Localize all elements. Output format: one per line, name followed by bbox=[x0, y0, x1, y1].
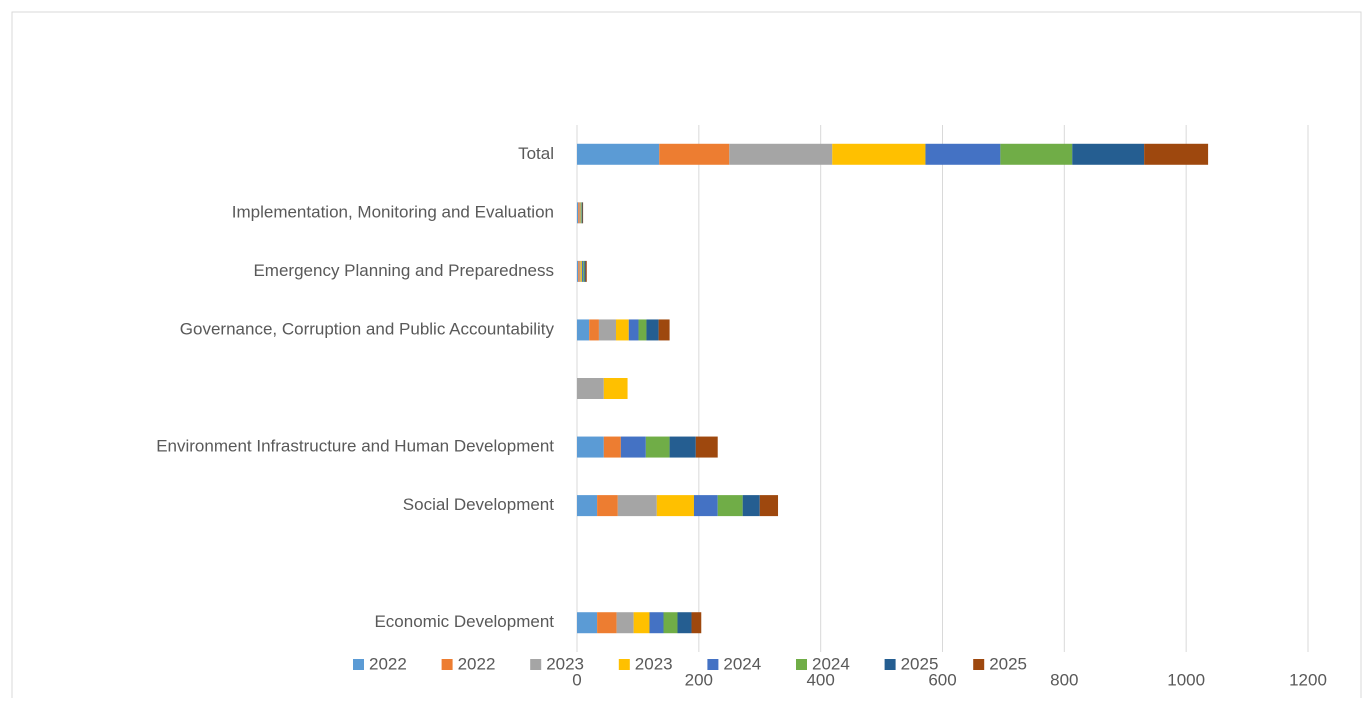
bar-segment bbox=[577, 495, 598, 517]
y-tick-label: Total bbox=[518, 144, 554, 163]
bar-segment bbox=[579, 202, 581, 224]
bar-segment bbox=[616, 612, 634, 634]
bar-segment bbox=[589, 319, 599, 341]
legend-label: 2025 bbox=[989, 654, 1027, 673]
bar-segment bbox=[638, 319, 647, 341]
x-tick-label: 1200 bbox=[1289, 670, 1327, 689]
bar-segment bbox=[582, 202, 584, 224]
x-tick-label: 600 bbox=[928, 670, 956, 689]
bar-segment bbox=[646, 319, 659, 341]
y-tick-label: Implementation, Monitoring and Evaluatio… bbox=[232, 202, 554, 221]
legend-label: 2022 bbox=[369, 654, 407, 673]
y-tick-label: Social Development bbox=[403, 495, 554, 514]
legend-swatch bbox=[530, 659, 542, 670]
bar-segment bbox=[577, 319, 590, 341]
bar-segment bbox=[717, 495, 743, 517]
bar-segment bbox=[580, 202, 582, 224]
chart-border bbox=[11, 11, 1362, 703]
bar-segment bbox=[659, 143, 730, 165]
bar-segment bbox=[603, 378, 628, 399]
bar-segment bbox=[580, 202, 581, 224]
legend-swatch bbox=[707, 659, 719, 670]
bar-segment bbox=[669, 436, 696, 458]
bar-segment bbox=[577, 202, 579, 224]
bar-segment bbox=[580, 260, 582, 282]
bar-segment bbox=[577, 143, 660, 165]
bar-segment bbox=[633, 612, 650, 634]
legend-label: 2025 bbox=[901, 654, 939, 673]
bar-segment bbox=[620, 436, 646, 458]
bar-segment bbox=[577, 260, 579, 282]
x-tick-label: 0 bbox=[572, 670, 581, 689]
bar-segment bbox=[578, 260, 580, 282]
bar-segment bbox=[597, 495, 618, 517]
bar-segment bbox=[584, 260, 586, 282]
legend-swatch bbox=[441, 659, 453, 670]
bar-segment bbox=[628, 319, 639, 341]
x-tick-label: 800 bbox=[1050, 670, 1078, 689]
bar-segment bbox=[579, 260, 581, 282]
y-tick-label: Economic Development bbox=[374, 612, 554, 631]
x-tick-label: 400 bbox=[806, 670, 834, 689]
x-tick-label: 200 bbox=[685, 670, 713, 689]
bar-segment bbox=[693, 495, 718, 517]
y-tick-label: Governance, Corruption and Public Accoun… bbox=[180, 319, 555, 338]
bar-segment bbox=[583, 260, 585, 282]
bar-segment bbox=[577, 378, 604, 399]
bar-segment bbox=[656, 495, 694, 517]
bar-segment bbox=[598, 319, 616, 341]
bar-segment bbox=[578, 202, 580, 224]
legend-swatch bbox=[618, 659, 630, 670]
legend-swatch bbox=[796, 659, 807, 670]
x-tick-label: 1000 bbox=[1167, 670, 1205, 689]
bar-segment bbox=[1000, 143, 1073, 165]
bar-segment bbox=[742, 495, 760, 517]
legend-label: 2024 bbox=[723, 654, 761, 673]
legend-label: 2024 bbox=[812, 654, 850, 673]
bar-segment bbox=[695, 436, 718, 458]
legend-swatch bbox=[973, 659, 985, 670]
bar-segment bbox=[615, 319, 629, 341]
bar-segment bbox=[832, 143, 926, 165]
bar-segment bbox=[759, 495, 779, 517]
bar-segment bbox=[1144, 143, 1209, 165]
bar-segment bbox=[577, 612, 598, 634]
bar-segment bbox=[617, 495, 657, 517]
legend-swatch bbox=[884, 659, 896, 670]
bar-segment bbox=[663, 612, 678, 634]
bar-segment bbox=[597, 612, 617, 634]
legend-label: 2022 bbox=[458, 654, 496, 673]
bar-segment bbox=[581, 260, 584, 282]
bar-segment bbox=[581, 202, 583, 224]
bar-segment bbox=[1072, 143, 1145, 165]
bar-segment bbox=[691, 612, 702, 634]
legend-label: 2023 bbox=[635, 654, 673, 673]
legend-swatch bbox=[353, 659, 364, 670]
bar-segment bbox=[577, 436, 604, 458]
y-tick-label: Environment Infrastructure and Human Dev… bbox=[156, 437, 554, 456]
bar-segment bbox=[925, 143, 1001, 165]
legend-label: 2023 bbox=[546, 654, 584, 673]
bar-segment bbox=[645, 436, 670, 458]
y-tick-label: Emergency Planning and Preparedness bbox=[253, 261, 554, 280]
bar-segment bbox=[729, 143, 833, 165]
bar-segment bbox=[603, 436, 621, 458]
bar-segment bbox=[677, 612, 692, 634]
bar-segment bbox=[649, 612, 664, 634]
bar-segment bbox=[658, 319, 670, 341]
bar-segment bbox=[585, 260, 587, 282]
bar-segment bbox=[581, 202, 582, 224]
